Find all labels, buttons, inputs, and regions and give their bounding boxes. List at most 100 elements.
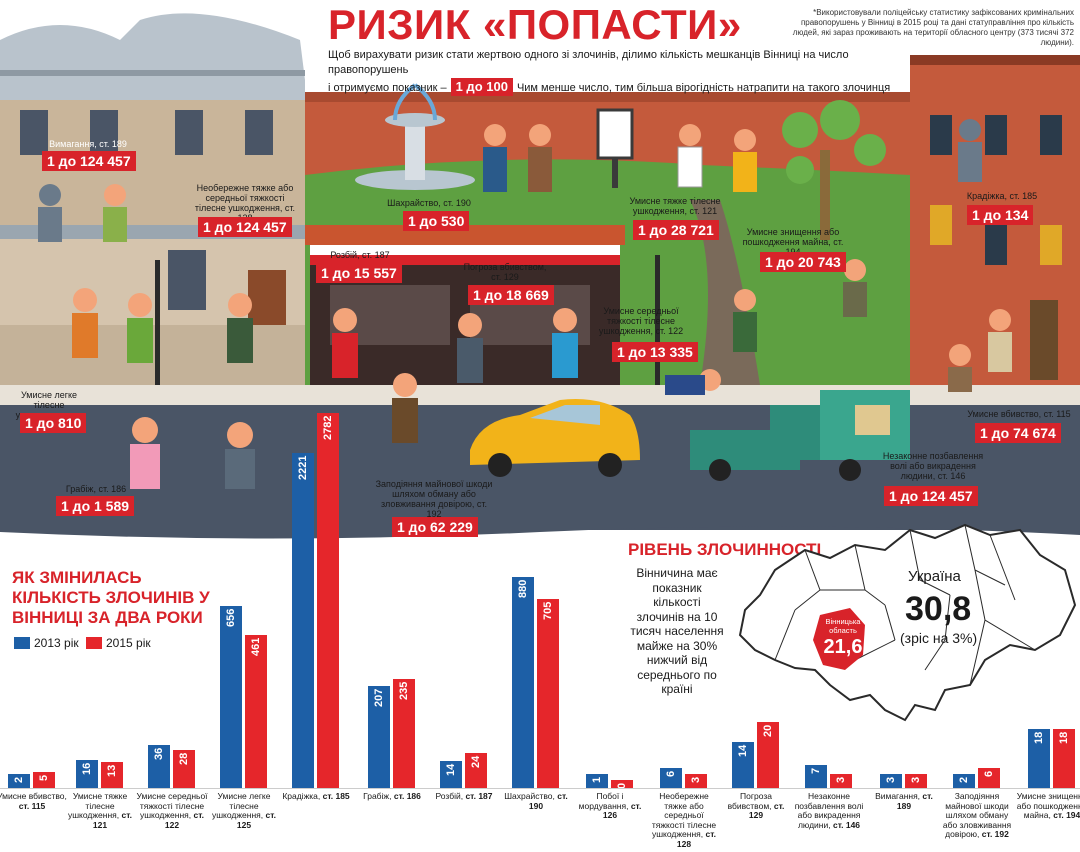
category-article: ст. 185	[322, 791, 350, 801]
category-label-12: Вимагання, ст. 189	[868, 791, 940, 811]
chart-title-line3: ВІННИЦІ ЗА ДВА РОКИ	[12, 608, 203, 627]
risk-label-umysne-tiazhke: Умисне тяжке тілесне ушкодження, ст. 121	[629, 196, 721, 216]
bar-2015-14: 18	[1053, 729, 1075, 788]
bar-value-label: 13	[106, 765, 118, 778]
risk-rate-hrabizh: 1 до 1 589	[56, 496, 135, 516]
page-title: РИЗИК «ПОПАСТИ»	[328, 1, 742, 48]
lead-text: Щоб вирахувати ризик стати жертвою одног…	[328, 48, 908, 96]
category-name: Необережне тяжке або середньої тяжкості …	[651, 791, 717, 839]
category-name: Побої і мордування,	[578, 791, 631, 811]
bar-2013-8: 1	[586, 774, 608, 788]
bar-2015-2: 28	[173, 750, 195, 788]
bar-2013-5: 207	[368, 686, 390, 788]
crime-level-text: Вінничина має показник кількості злочині…	[630, 566, 724, 696]
bar-2013-6: 14	[440, 761, 462, 788]
category-name: Умисне тяжке тілесне ушкодження,	[67, 791, 128, 820]
bar-2015-7: 705	[537, 599, 559, 788]
bar-value-label: 705	[542, 602, 554, 621]
category-label-14: Умисне знищення або пошкодження майна, с…	[1016, 791, 1080, 821]
category-name: Розбій,	[435, 791, 466, 801]
bar-2015-8: 0	[611, 780, 633, 789]
risk-rate-shakhraistvo: 1 до 530	[403, 211, 470, 231]
category-name: Умисне легке тілесне ушкодження,	[211, 791, 271, 820]
category-article: ст. 186	[393, 791, 421, 801]
bar-2015-10: 20	[757, 722, 779, 788]
category-article: ст. 189	[896, 791, 933, 811]
bar-2015-0: 5	[33, 772, 55, 788]
risk-label-vbyvstvo: Умисне вбивство, ст. 115	[967, 409, 1071, 419]
legend-swatch-2013	[14, 637, 30, 649]
bar-value-label: 3	[885, 777, 897, 784]
risk-rate-rozbii: 1 до 15 557	[316, 263, 402, 283]
bar-value-label: 1	[591, 777, 603, 784]
risk-label-pozbavlennia: Незаконне позбавлення волі або викраденн…	[882, 451, 984, 481]
risk-rate-pozbavlennia: 1 до 124 457	[884, 486, 978, 506]
bar-2013-11: 7	[805, 765, 827, 788]
bar-value-label: 880	[517, 580, 529, 599]
bar-value-label: 6	[983, 771, 995, 778]
lead-text-part1: Щоб вирахувати ризик стати жертвою одног…	[328, 49, 849, 76]
risk-rate-znyshchennia: 1 до 20 743	[760, 252, 846, 272]
bar-value-label: 14	[737, 745, 749, 758]
taxi-car	[470, 399, 640, 477]
risk-rate-vymagannia: 1 до 124 457	[42, 151, 136, 171]
bar-2013-2: 36	[148, 745, 170, 788]
risk-label-hrabizh: Грабіж, ст. 186	[65, 484, 127, 494]
bar-2015-12: 3	[905, 774, 927, 788]
ukraine-map	[738, 523, 1077, 722]
bar-2015-1: 13	[101, 762, 123, 788]
category-article: ст. 125	[236, 810, 277, 830]
tree	[782, 100, 886, 240]
risk-rate-pohroza: 1 до 18 669	[468, 285, 554, 305]
bar-2015-9: 3	[685, 774, 707, 788]
category-label-6: Розбій, ст. 187	[428, 791, 500, 802]
category-label-10: Погроза вбивством, ст. 129	[720, 791, 792, 821]
vinnytsia-region-shape	[813, 608, 865, 670]
category-label-3: Умисне легке тілесне ушкодження, ст. 125	[208, 791, 280, 830]
bar-2013-13: 2	[953, 774, 975, 788]
category-label-4: Крадіжка, ст. 185	[280, 791, 352, 802]
lead-text-part2: і отримуємо показник –	[328, 82, 447, 94]
bar-value-label: 6	[665, 771, 677, 778]
category-label-1: Умисне тяжке тілесне ушкодження, ст. 121	[64, 791, 136, 830]
bar-value-label: 3	[910, 777, 922, 784]
bar-value-label: 207	[373, 689, 385, 708]
category-article: ст. 194	[1053, 810, 1080, 820]
category-name: Заподіяння майнової шкоди шляхом обману …	[942, 791, 1012, 839]
legend-label-2013: 2013 рік	[34, 636, 79, 650]
bar-2015-11: 3	[830, 774, 852, 788]
category-article: ст. 128	[676, 829, 717, 849]
risk-label-kradizhka: Крадіжка, ст. 185	[966, 191, 1038, 201]
region-value: 21,6	[823, 636, 863, 658]
bar-value-label: 2	[958, 777, 970, 784]
ukraine-value: 30,8	[905, 590, 972, 628]
bar-value-label: 24	[470, 756, 482, 769]
lead-rate-badge: 1 до 100	[450, 78, 513, 96]
category-name: Умисне вбивство,	[0, 791, 67, 801]
bar-value-label: 235	[398, 682, 410, 701]
risk-rate-lehke: 1 до 810	[20, 413, 87, 433]
chart-title-line2: КІЛЬКІСТЬ ЗЛОЧИНІВ У	[12, 588, 210, 607]
bar-2013-12: 3	[880, 774, 902, 788]
bar-value-label: 2782	[322, 416, 334, 441]
chart-baseline	[0, 788, 1080, 789]
risk-rate-umysne-tiazhke: 1 до 28 721	[633, 220, 719, 240]
bar-value-label: 36	[153, 748, 165, 761]
bar-2013-14: 18	[1028, 729, 1050, 788]
category-label-13: Заподіяння майнової шкоди шляхом обману …	[941, 791, 1013, 840]
bar-2013-9: 6	[660, 768, 682, 788]
bar-value-label: 3	[690, 777, 702, 784]
bar-2013-7: 880	[512, 577, 534, 788]
category-name: Умисне знищення або пошкодження майна,	[1016, 791, 1080, 820]
category-name: Крадіжка,	[282, 791, 323, 801]
bar-value-label: 20	[762, 725, 774, 738]
legend-label-2015: 2015 рік	[106, 636, 151, 650]
category-label-7: Шахрайство, ст. 190	[500, 791, 572, 811]
bar-2013-4: 2221	[292, 453, 314, 788]
bar-value-label: 656	[225, 609, 237, 628]
risk-rate-kradizhka: 1 до 134	[967, 205, 1034, 225]
bar-value-label: 3	[835, 777, 847, 784]
sidewalk	[0, 385, 1080, 407]
chart-title: ЯК ЗМІНИЛАСЬ КІЛЬКІСТЬ ЗЛОЧИНІВ У ВІННИЦ…	[12, 568, 210, 628]
